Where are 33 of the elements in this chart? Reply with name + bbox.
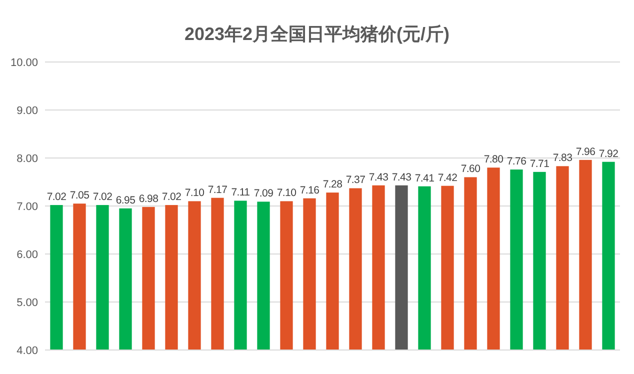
data-label: 7.09 [254,188,274,200]
data-label: 7.28 [322,178,343,191]
data-label: 7.37 [346,174,366,186]
data-label: 7.42 [438,172,458,184]
data-label: 7.02 [162,191,182,204]
data-label: 7.16 [300,184,320,196]
data-label: 7.41 [414,172,435,184]
data-label: 7.10 [184,187,205,200]
data-label: 7.76 [506,156,527,168]
data-label: 6.98 [138,192,159,205]
y-tick-label: 8.00 [16,153,38,165]
data-label: 7.92 [598,148,619,160]
y-tick-label: 4.00 [16,345,38,357]
y-tick-label: 9.00 [16,105,38,117]
data-label: 7.10 [276,187,297,200]
data-label: 7.17 [208,184,228,196]
y-tick-label: 6.00 [16,249,38,261]
data-label: 7.43 [392,171,412,184]
y-tick-label: 10.00 [10,57,38,69]
data-label: 7.96 [576,146,596,158]
data-label: 7.60 [460,163,481,176]
y-tick-label: 7.00 [16,201,38,213]
data-label: 7.83 [552,152,573,164]
data-label: 7.43 [368,171,389,184]
y-tick-label: 5.00 [16,297,38,309]
data-label: 6.95 [116,194,136,206]
data-label: 7.80 [484,154,504,166]
data-label: 7.02 [46,191,67,204]
data-label: 7.71 [530,158,550,170]
chart-title: 2023年2月全国日平均猪价(元/斤) [184,24,450,44]
data-label: 7.02 [92,191,113,204]
data-label: 7.05 [70,190,90,202]
data-label: 7.11 [231,186,250,199]
